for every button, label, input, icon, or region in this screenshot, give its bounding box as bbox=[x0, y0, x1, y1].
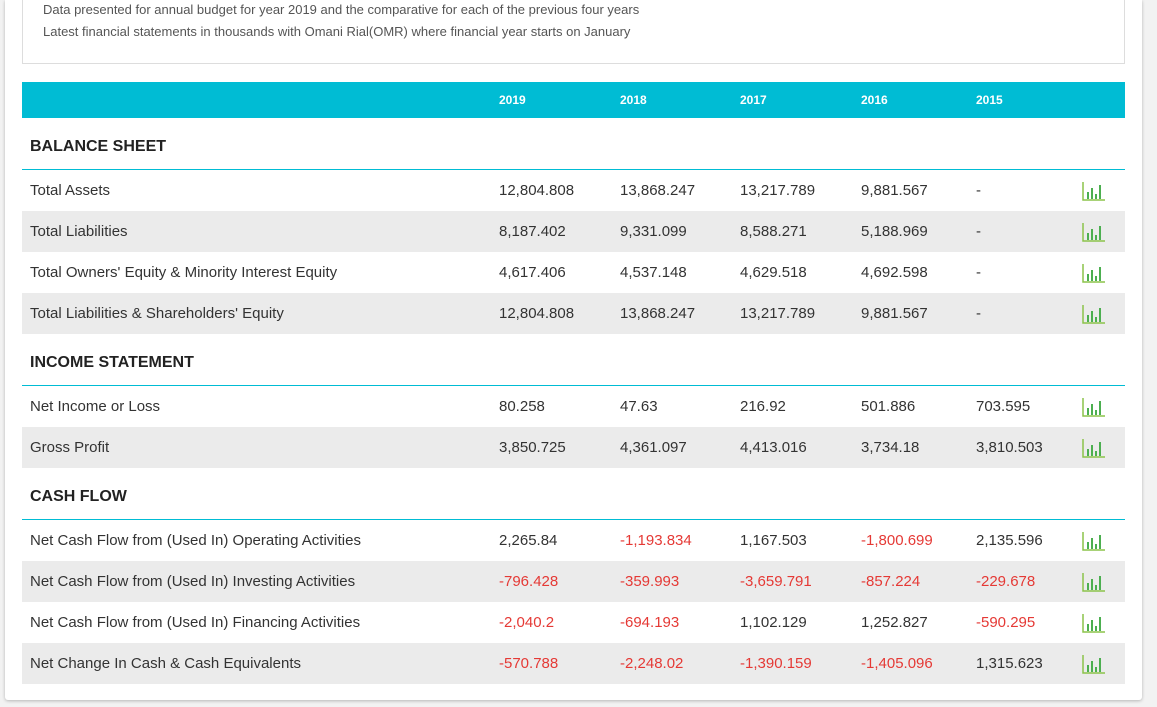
year-header: 2018 bbox=[620, 93, 647, 107]
chart-icon[interactable] bbox=[1082, 572, 1106, 596]
row-label: Total Liabilities & Shareholders' Equity bbox=[30, 305, 284, 322]
row-label: Total Liabilities bbox=[30, 223, 128, 240]
table-row: Total Liabilities & Shareholders' Equity… bbox=[22, 293, 1125, 334]
section-title: CASH FLOW bbox=[30, 488, 127, 505]
cell-value: - bbox=[976, 305, 981, 322]
cell-value: -3,659.791 bbox=[740, 573, 812, 590]
row-label: Net Change In Cash & Cash Equivalents bbox=[30, 655, 301, 672]
section-header: CASH FLOW bbox=[22, 468, 1125, 520]
cell-value: 2,265.84 bbox=[499, 532, 558, 549]
year-header: 2017 bbox=[740, 93, 767, 107]
section-title: BALANCE SHEET bbox=[30, 138, 167, 155]
cell-value: 703.595 bbox=[976, 398, 1031, 415]
year-header: 2019 bbox=[499, 93, 526, 107]
cell-value: -570.788 bbox=[499, 655, 559, 672]
table-header: 2019 2018 2017 2016 2015 bbox=[22, 82, 1125, 118]
table-row: Total Liabilities 8,187.402 9,331.099 8,588… bbox=[22, 211, 1125, 252]
table-row: Net Cash Flow from (Used In) Operating A… bbox=[22, 520, 1125, 561]
cell-value: 216.92 bbox=[740, 398, 786, 415]
chart-icon[interactable] bbox=[1082, 531, 1106, 555]
chart-icon[interactable] bbox=[1082, 438, 1106, 462]
cell-value: -359.993 bbox=[620, 573, 680, 590]
cell-value: 13,217.789 bbox=[740, 182, 816, 199]
table-row: Net Change In Cash & Cash Equivalents -57… bbox=[22, 643, 1125, 684]
table-row: Total Owners' Equity & Minority Interest… bbox=[22, 252, 1125, 293]
row-label: Net Cash Flow from (Used In) Operating A… bbox=[30, 532, 361, 549]
row-label: Total Assets bbox=[30, 182, 111, 199]
cell-value: 4,413.016 bbox=[740, 439, 807, 456]
chart-icon[interactable] bbox=[1082, 263, 1106, 287]
panel: Data presented for annual budget for yea… bbox=[5, 0, 1142, 700]
table-row: Total Assets 12,804.808 13,868.247 13,217.7… bbox=[22, 170, 1125, 211]
table-row: Gross Profit 3,850.725 4,361.097 4,413.016 3… bbox=[22, 427, 1125, 468]
section-header: INCOME STATEMENT bbox=[22, 334, 1125, 386]
intro-line: Latest financial statements in thousands… bbox=[43, 24, 631, 39]
cell-value: 12,804.808 bbox=[499, 182, 575, 199]
cell-value: -2,040.2 bbox=[499, 614, 555, 631]
year-header: 2015 bbox=[976, 93, 1003, 107]
cell-value: 13,868.247 bbox=[620, 305, 696, 322]
cell-value: -1,193.834 bbox=[620, 532, 692, 549]
cell-value: -796.428 bbox=[499, 573, 559, 590]
cell-value: 4,617.406 bbox=[499, 264, 566, 281]
row-label: Gross Profit bbox=[30, 439, 110, 456]
cell-value: -857.224 bbox=[861, 573, 921, 590]
cell-value: -590.295 bbox=[976, 614, 1036, 631]
cell-value: 13,217.789 bbox=[740, 305, 816, 322]
cell-value: 3,850.725 bbox=[499, 439, 566, 456]
cell-value: - bbox=[976, 264, 981, 281]
cell-value: 1,315.623 bbox=[976, 655, 1043, 672]
cell-value: 8,187.402 bbox=[499, 223, 566, 240]
cell-value: -2,248.02 bbox=[620, 655, 684, 672]
row-label: Net Income or Loss bbox=[30, 398, 161, 415]
cell-value: 1,252.827 bbox=[861, 614, 928, 631]
financial-table: 2019 2018 2017 2016 2015 BALANCE SHEET Total … bbox=[22, 82, 1125, 684]
section-title: INCOME STATEMENT bbox=[30, 354, 194, 371]
chart-icon[interactable] bbox=[1082, 222, 1106, 246]
chart-icon[interactable] bbox=[1082, 654, 1106, 678]
chart-icon[interactable] bbox=[1082, 397, 1106, 421]
cell-value: 4,692.598 bbox=[861, 264, 928, 281]
chart-icon[interactable] bbox=[1082, 181, 1106, 205]
cell-value: 2,135.596 bbox=[976, 532, 1043, 549]
cell-value: -1,405.096 bbox=[861, 655, 933, 672]
cell-value: 4,361.097 bbox=[620, 439, 687, 456]
cell-value: -694.193 bbox=[620, 614, 680, 631]
cell-value: 1,102.129 bbox=[740, 614, 807, 631]
chart-icon[interactable] bbox=[1082, 304, 1106, 328]
cell-value: -1,390.159 bbox=[740, 655, 812, 672]
row-label: Net Cash Flow from (Used In) Financing A… bbox=[30, 614, 361, 631]
intro-line: Data presented for annual budget for yea… bbox=[43, 2, 640, 17]
cell-value: 1,167.503 bbox=[740, 532, 807, 549]
cell-value: -229.678 bbox=[976, 573, 1036, 590]
intro-card: Data presented for annual budget for yea… bbox=[22, 0, 1125, 64]
cell-value: 3,810.503 bbox=[976, 439, 1043, 456]
cell-value: - bbox=[976, 182, 981, 199]
cell-value: 12,804.808 bbox=[499, 305, 575, 322]
cell-value: -1,800.699 bbox=[861, 532, 933, 549]
chart-icon[interactable] bbox=[1082, 613, 1106, 637]
cell-value: 9,331.099 bbox=[620, 223, 687, 240]
table-row: Net Income or Loss 80.258 47.63 216.92 501.8… bbox=[22, 386, 1125, 427]
cell-value: 13,868.247 bbox=[620, 182, 696, 199]
table-row: Net Cash Flow from (Used In) Financing A… bbox=[22, 602, 1125, 643]
cell-value: 9,881.567 bbox=[861, 305, 928, 322]
cell-value: 4,537.148 bbox=[620, 264, 687, 281]
row-label: Net Cash Flow from (Used In) Investing A… bbox=[30, 573, 356, 590]
table-row: Net Cash Flow from (Used In) Investing A… bbox=[22, 561, 1125, 602]
cell-value: 9,881.567 bbox=[861, 182, 928, 199]
cell-value: 4,629.518 bbox=[740, 264, 807, 281]
cell-value: 47.63 bbox=[620, 398, 658, 415]
cell-value: 5,188.969 bbox=[861, 223, 928, 240]
cell-value: 8,588.271 bbox=[740, 223, 807, 240]
year-header: 2016 bbox=[861, 93, 888, 107]
cell-value: 80.258 bbox=[499, 398, 545, 415]
section-header: BALANCE SHEET bbox=[22, 118, 1125, 170]
row-label: Total Owners' Equity & Minority Interest… bbox=[30, 264, 338, 281]
cell-value: 501.886 bbox=[861, 398, 916, 415]
cell-value: - bbox=[976, 223, 981, 240]
cell-value: 3,734.18 bbox=[861, 439, 920, 456]
